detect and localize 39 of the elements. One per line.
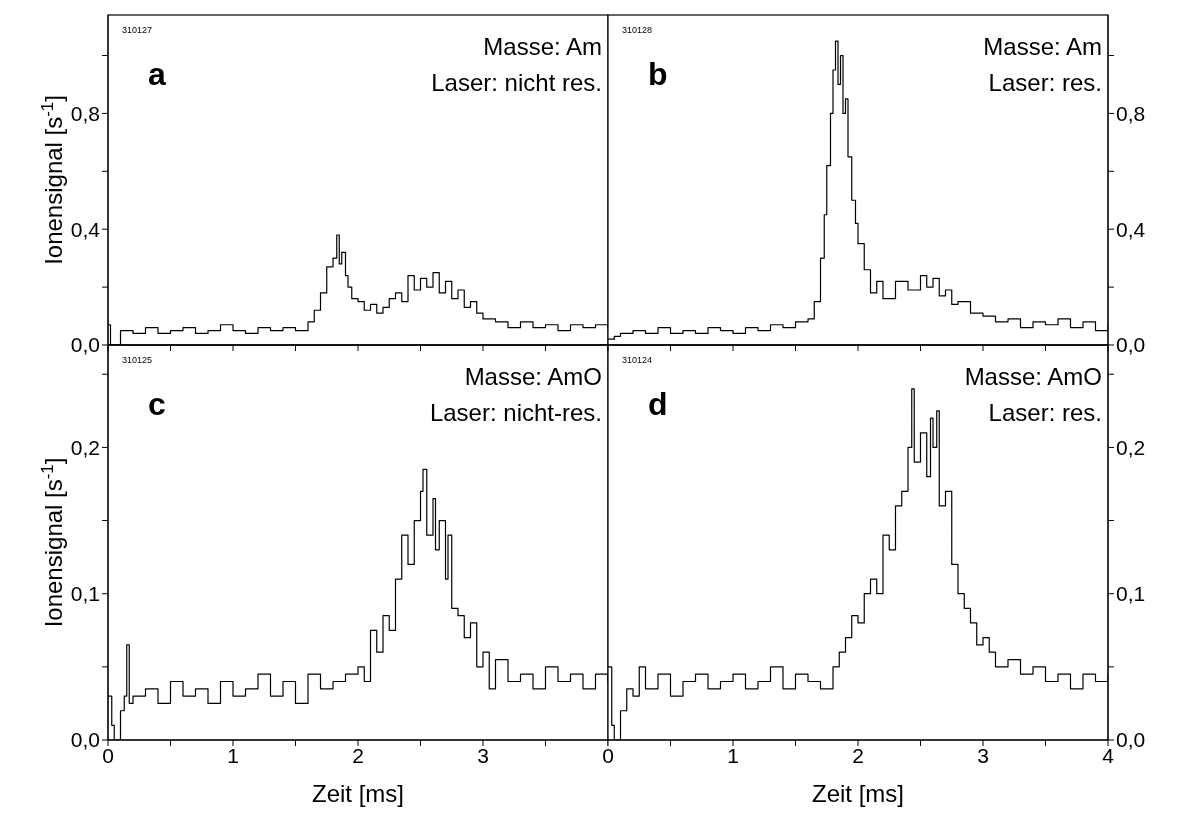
y-tick-label: 0,0	[70, 728, 100, 752]
x-tick-label: 1	[727, 743, 739, 767]
annotation: Masse: Am	[983, 33, 1102, 60]
y-tick-label: 0,1	[1116, 582, 1146, 606]
y-tick-label: 0,4	[1116, 217, 1146, 241]
annotation: c	[148, 386, 166, 422]
annotation: Laser: res.	[988, 399, 1102, 426]
y-tick-label: 0,2	[1116, 435, 1146, 459]
x-axis-title: Zeit [ms]	[811, 780, 905, 807]
x-tick-label: 2	[352, 743, 364, 767]
annotation: 310125	[122, 355, 153, 365]
annotation: d	[648, 386, 668, 422]
y-tick-label: 0,2	[70, 435, 100, 459]
annotation: Masse: AmO	[964, 363, 1102, 390]
x-tick-label: 3	[977, 743, 989, 767]
y-tick-label: 0,0	[1116, 333, 1146, 357]
x-tick-label: 4	[1102, 743, 1115, 767]
x-axis-title: Zeit [ms]	[311, 780, 405, 807]
annotation: Masse: Am	[483, 33, 602, 60]
x-tick-label: 1	[227, 743, 239, 767]
y-tick-label: 0,1	[70, 582, 100, 606]
annotation: Masse: AmO	[464, 363, 602, 390]
y-tick-label: 0,4	[70, 217, 101, 241]
annotation: Laser: nicht-res.	[429, 399, 602, 426]
x-tick-label: 3	[477, 743, 489, 767]
y-tick-label: 0,0	[1116, 728, 1146, 752]
y-tick-label: 0,8	[70, 101, 100, 125]
annotation: 310127	[122, 25, 153, 35]
x-tick-label: 0	[602, 743, 614, 767]
y-tick-label: 0,8	[1116, 101, 1146, 125]
annotation: Laser: nicht res.	[431, 69, 602, 96]
y-tick-label: 0,0	[70, 333, 100, 357]
annotation: a	[148, 56, 166, 92]
x-tick-label: 0	[102, 743, 114, 767]
annotation: 310128	[622, 25, 653, 35]
x-tick-label: 2	[852, 743, 864, 767]
annotation: Laser: res.	[988, 69, 1102, 96]
annotation: b	[648, 56, 668, 92]
annotation: 310124	[622, 355, 653, 365]
